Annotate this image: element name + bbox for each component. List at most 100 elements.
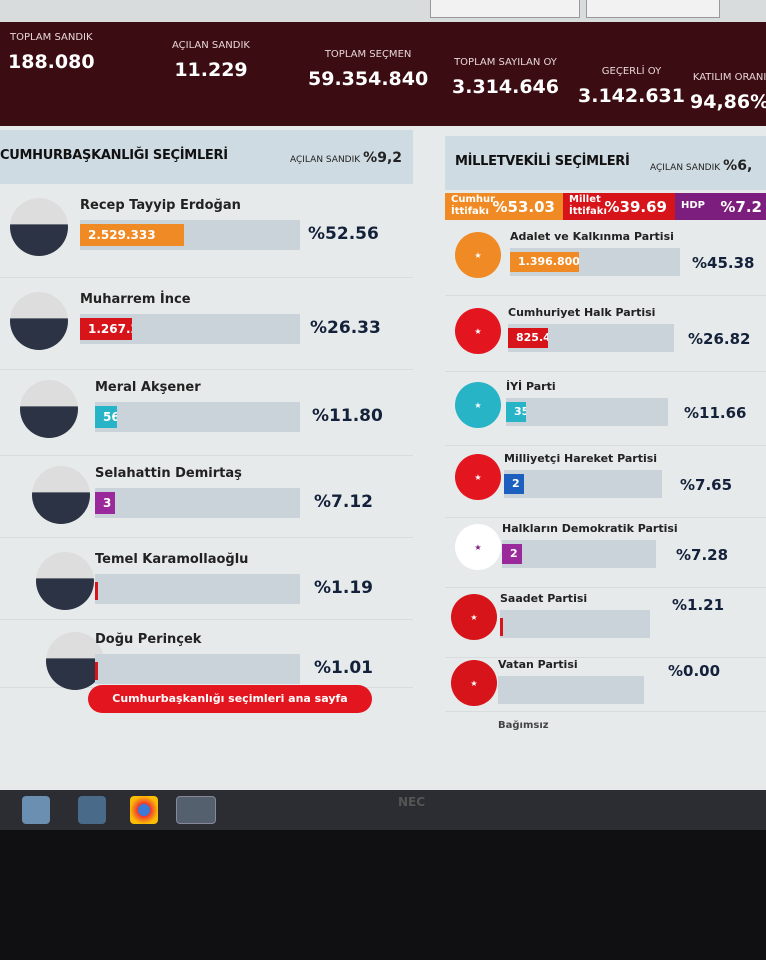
vote-bar-fill	[500, 618, 503, 636]
candidate-name: Doğu Perinçek	[95, 632, 202, 647]
party-percent: %26.82	[688, 330, 751, 348]
candidate-photo	[10, 198, 68, 256]
stat-value: 94,86%	[690, 91, 766, 113]
monitor-bezel: NEC	[0, 795, 766, 960]
vote-bar: 2.529.333	[80, 220, 300, 250]
vote-bar: 825.45	[508, 324, 674, 352]
alliance-millet[interactable]: Millet İttifakı %39.69	[563, 193, 675, 220]
site-header	[0, 0, 766, 22]
alliance-percent: %39.69	[604, 198, 667, 216]
party-logo: ★	[455, 524, 501, 570]
stat-label: TOPLAM SEÇMEN	[324, 49, 412, 60]
stat-label: KATILIM ORANI	[692, 72, 766, 83]
search-button[interactable]	[586, 0, 720, 18]
vote-bar-fill: 825.45	[508, 328, 549, 348]
party-logo-star-icon: ★	[474, 542, 482, 552]
alliance-name: Cumhur İttifakı	[451, 194, 496, 217]
party-row[interactable]: ★ Vatan Partisi %0.00	[445, 652, 766, 712]
vote-bar-fill: 35	[506, 402, 526, 422]
party-name: İYİ Parti	[506, 380, 556, 393]
vote-bar: 2	[504, 470, 662, 498]
section-title: MİLLETVEKİLİ SEÇİMLERİ	[455, 154, 630, 169]
stat-valid-votes: GEÇERLİ OY 3.142.631	[578, 66, 685, 107]
stat-value: 3.142.631	[578, 85, 685, 107]
candidate-row[interactable]: Meral Akşener 56 %11.80	[0, 372, 413, 456]
header-button[interactable]	[430, 0, 580, 18]
party-logo-star-icon: ★	[474, 472, 482, 482]
alliance-name: HDP	[681, 200, 705, 211]
vote-bar: 35	[506, 398, 668, 426]
alliance-hdp[interactable]: HDP %7.2	[675, 193, 766, 220]
party-percent: %11.66	[684, 404, 747, 422]
candidate-name: Selahattin Demirtaş	[95, 466, 242, 481]
stat-total-boxes: TOPLAM SANDIK 188.080	[8, 32, 95, 73]
vote-bar: 3	[95, 488, 300, 518]
parliament-header: MİLLETVEKİLİ SEÇİMLERİ AÇILAN SANDIK %6,	[445, 136, 766, 190]
candidate-row[interactable]: Doğu Perinçek %1.01	[0, 624, 413, 690]
vote-bar	[498, 676, 644, 704]
stat-label: TOPLAM SANDIK	[10, 32, 93, 43]
candidate-row[interactable]: Recep Tayyip Erdoğan 2.529.333 %52.56	[0, 190, 413, 278]
candidate-row[interactable]: Muharrem İnce 1.267.2 %26.33	[0, 284, 413, 370]
firefox-icon[interactable]	[176, 796, 216, 824]
candidate-photo	[10, 292, 68, 350]
vote-bar	[500, 610, 650, 638]
party-logo: ★	[451, 660, 497, 706]
stat-value: 3.314.646	[452, 76, 559, 98]
party-logo: ★	[455, 454, 501, 500]
candidate-row[interactable]: Selahattin Demirtaş 3 %7.12	[0, 458, 413, 538]
opened-label: AÇILAN SANDIK	[290, 155, 361, 165]
candidate-percent: %26.33	[310, 318, 381, 338]
stat-opened-boxes: AÇILAN SANDIK 11.229	[172, 40, 250, 81]
vote-bar-fill	[95, 662, 98, 680]
vote-bar-fill: 3	[95, 492, 115, 514]
stat-label: TOPLAM SAYILAN OY	[454, 57, 557, 68]
candidate-percent: %1.01	[314, 658, 373, 678]
party-logo: ★	[451, 594, 497, 640]
party-percent: %7.28	[676, 546, 729, 564]
party-percent: %45.38	[692, 254, 755, 272]
party-logo-star-icon: ★	[474, 326, 482, 336]
media-player-icon[interactable]	[78, 796, 106, 824]
party-name: Saadet Partisi	[500, 592, 588, 605]
vote-bar-fill	[95, 582, 98, 600]
chrome-icon[interactable]	[130, 796, 158, 824]
party-percent: %1.21	[672, 596, 725, 614]
opened-label: AÇILAN SANDIK	[650, 163, 721, 173]
stat-value: 11.229	[174, 59, 248, 81]
vote-bar	[95, 654, 300, 684]
party-logo: ★	[455, 308, 501, 354]
party-row[interactable]: ★ Adalet ve Kalkınma Partisi 1.396.800 %…	[445, 224, 766, 296]
vote-bar	[95, 574, 300, 604]
party-percent: %7.65	[680, 476, 733, 494]
candidate-name: Muharrem İnce	[80, 292, 191, 307]
candidate-row[interactable]: Temel Karamollaoğlu %1.19	[0, 544, 413, 620]
party-row[interactable]: ★ Saadet Partisi %1.21	[445, 586, 766, 658]
party-row[interactable]: ★ Cumhuriyet Halk Partisi 825.45 %26.82	[445, 300, 766, 372]
party-name: Adalet ve Kalkınma Partisi	[510, 230, 674, 243]
vote-bar-fill: 1.396.800	[510, 252, 580, 272]
candidate-name: Meral Akşener	[95, 380, 201, 395]
stat-turnout: KATILIM ORANI 94,86%	[690, 72, 766, 113]
party-row[interactable]: ★ Milliyetçi Hareket Partisi 2 %7.65	[445, 446, 766, 518]
stat-label: AÇILAN SANDIK	[172, 40, 250, 51]
independent-partial-label: Bağımsız	[498, 720, 549, 731]
stats-bar: TOPLAM SANDIK 188.080 AÇILAN SANDIK 11.229…	[0, 22, 766, 126]
candidate-photo	[20, 380, 78, 438]
vote-bar-fill: 2.529.333	[80, 224, 185, 246]
party-row[interactable]: ★ Halkların Demokratik Partisi 2 %7.28	[445, 516, 766, 588]
presidential-home-button[interactable]: Cumhurbaşkanlığı seçimleri ana sayfa	[88, 685, 372, 713]
file-explorer-icon[interactable]	[22, 796, 50, 824]
windows-taskbar	[0, 790, 766, 830]
alliance-cumhur[interactable]: Cumhur İttifakı %53.03	[445, 193, 563, 220]
party-row[interactable]: ★ İYİ Parti 35 %11.66	[445, 374, 766, 446]
vote-bar: 1.396.800	[510, 248, 680, 276]
party-name: Milliyetçi Hareket Partisi	[504, 452, 658, 465]
vote-bar: 56	[95, 402, 300, 432]
party-name: Vatan Partisi	[498, 658, 578, 671]
candidate-percent: %7.12	[314, 492, 373, 512]
alliance-percent: %7.2	[720, 198, 762, 216]
vote-bar-fill: 2	[502, 544, 522, 564]
party-logo-star-icon: ★	[470, 678, 478, 688]
candidate-percent: %11.80	[312, 406, 383, 426]
